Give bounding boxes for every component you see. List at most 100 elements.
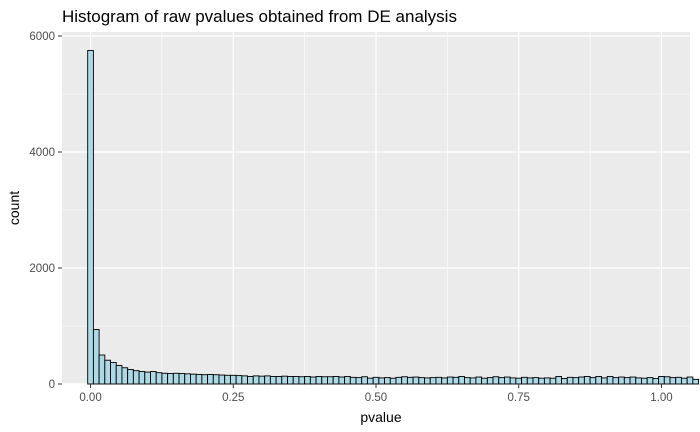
histogram-bar <box>384 377 391 385</box>
x-tick-label: 0.50 <box>365 392 387 404</box>
histogram-bar <box>486 377 494 385</box>
histogram-bar <box>623 377 631 385</box>
histogram-bar <box>509 377 517 385</box>
histogram-bar <box>304 376 311 385</box>
y-tick-label: 6000 <box>29 31 55 43</box>
histogram-bar <box>669 377 677 385</box>
histogram-bar <box>429 377 437 385</box>
histogram-bar <box>532 377 540 385</box>
histogram-bar <box>458 376 465 385</box>
histogram-bar <box>692 378 700 385</box>
histogram-bar <box>424 377 431 385</box>
histogram-bar <box>264 375 271 385</box>
histogram-bar <box>469 377 477 385</box>
histogram-bar <box>252 375 260 385</box>
histogram-bar <box>161 372 169 385</box>
histogram-bar <box>309 376 317 385</box>
histogram-bar <box>583 376 591 385</box>
histogram-bar <box>121 367 129 385</box>
histogram-bar <box>601 377 608 385</box>
y-axis-ticks: 0 2000 4000 6000 <box>29 31 62 391</box>
histogram-bar <box>618 376 625 385</box>
histogram-bar <box>686 376 694 385</box>
histogram-bar <box>515 377 523 385</box>
histogram-bar <box>127 369 134 385</box>
y-tick-label: 2000 <box>29 263 55 275</box>
y-tick-label: 0 <box>49 379 55 391</box>
histogram-bar <box>144 371 151 385</box>
histogram-bar <box>629 376 637 385</box>
histogram-bar <box>241 375 248 385</box>
histogram-bar <box>481 377 488 385</box>
y-axis-title: count <box>6 191 22 225</box>
histogram-bar <box>441 377 448 385</box>
histogram-bar <box>98 354 106 385</box>
histogram-bar <box>543 377 551 385</box>
histogram-bar <box>287 376 294 385</box>
chart-title: Histogram of raw pvalues obtained from D… <box>62 7 457 26</box>
histogram-bar <box>195 373 203 385</box>
x-axis-ticks: 0.00 0.25 0.50 0.75 1.00 <box>79 384 673 404</box>
histogram-bar <box>190 373 197 385</box>
histogram-bar <box>167 373 174 385</box>
x-tick-label: 0.75 <box>508 392 530 404</box>
histogram-bar <box>526 377 534 385</box>
histogram-bar <box>178 373 186 385</box>
histogram-bar <box>115 364 123 385</box>
histogram-bar <box>132 370 140 385</box>
histogram-bar <box>538 377 545 385</box>
histogram-bar <box>258 375 266 385</box>
histogram-bar <box>401 376 408 385</box>
histogram-bar <box>675 376 682 385</box>
x-tick-label: 1.00 <box>650 392 672 404</box>
histogram-bar <box>435 376 443 385</box>
histogram-bar <box>406 376 414 385</box>
histogram-bar <box>635 377 642 385</box>
histogram-bar <box>572 377 580 385</box>
histogram-bar <box>332 376 340 385</box>
histogram-bar <box>229 374 237 385</box>
histogram-bar <box>646 377 654 385</box>
histogram-bar <box>201 374 209 385</box>
histogram-bar <box>327 376 334 385</box>
histogram-bar <box>612 377 620 385</box>
histogram-bar <box>578 376 585 385</box>
histogram-bars <box>87 50 700 385</box>
histogram-bar <box>87 50 94 385</box>
histogram-bar <box>464 377 471 385</box>
histogram-bar <box>595 376 602 385</box>
histogram-bar <box>652 378 660 385</box>
histogram-bar <box>92 329 100 385</box>
histogram-bar <box>658 376 665 385</box>
histogram-bar <box>641 377 648 385</box>
histogram-bar <box>452 376 460 385</box>
histogram-bar <box>372 376 380 385</box>
histogram-bar <box>269 376 277 385</box>
histogram-bar <box>606 376 614 385</box>
histogram-bar <box>361 376 368 385</box>
histogram-bar <box>235 375 243 385</box>
histogram-bar <box>275 376 283 385</box>
histogram-bar <box>389 377 397 385</box>
histogram-bar <box>184 373 191 385</box>
histogram-bar <box>247 376 254 385</box>
histogram-bar <box>549 377 557 385</box>
x-axis-title: pvalue <box>360 409 401 425</box>
histogram-bar <box>561 378 568 385</box>
histogram-bar <box>212 374 220 385</box>
histogram-bar <box>172 372 180 385</box>
histogram-bar <box>207 373 214 385</box>
histogram-bar <box>155 372 163 385</box>
histogram-bar <box>680 377 688 385</box>
x-tick-label: 0.25 <box>222 392 244 404</box>
histogram-bar <box>589 377 597 385</box>
histogram-bar <box>281 375 288 385</box>
histogram-bar <box>150 371 157 385</box>
histogram-bar <box>366 377 374 385</box>
histogram-bar <box>378 377 386 385</box>
histogram-bar <box>138 371 146 385</box>
histogram-bar <box>475 376 483 385</box>
histogram-bar <box>355 377 363 385</box>
histogram-bar <box>338 376 346 385</box>
